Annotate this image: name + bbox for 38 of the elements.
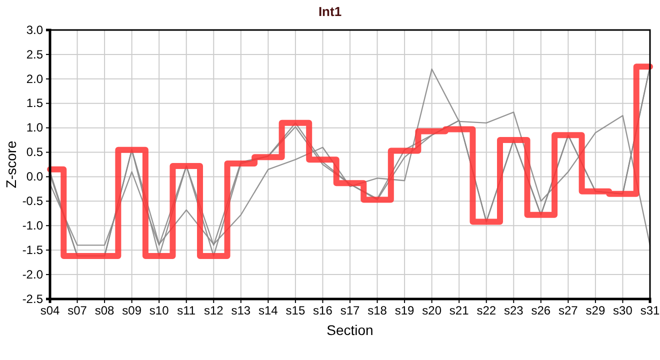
x-tick-label: s27 [558, 304, 578, 318]
x-tick-label: s11 [177, 304, 196, 318]
x-tick-label: s19 [394, 304, 415, 318]
x-tick-label: s26 [531, 304, 551, 318]
y-tick-label: -2.0 [22, 267, 44, 282]
y-tick-label: 2.0 [26, 72, 44, 86]
x-tick-label: s16 [313, 304, 333, 318]
x-tick-label: s22 [476, 304, 496, 318]
x-tick-label: s30 [613, 304, 633, 318]
y-tick-label: -1.0 [22, 218, 44, 232]
y-tick-label: -2.5 [22, 292, 44, 306]
y-tick-label: 3.0 [26, 22, 44, 37]
y-tick-label: 1.5 [26, 96, 44, 110]
x-tick-label: s18 [368, 304, 388, 318]
y-tick-label: -0.5 [22, 194, 44, 208]
x-tick-label: s15 [286, 304, 306, 318]
x-tick-label: s07 [68, 304, 88, 318]
x-axis-title: Section [326, 322, 374, 338]
y-tick-label: 1.0 [26, 120, 44, 135]
x-tick-label: s04 [40, 304, 60, 318]
y-tick-label: 0.0 [26, 170, 44, 184]
chart-title: Int1 [318, 4, 342, 19]
x-tick-label: s09 [122, 304, 142, 318]
y-axis-title: Z-score [3, 140, 19, 188]
y-tick-label: 0.5 [26, 145, 44, 160]
y-tick-label: 2.5 [26, 47, 44, 62]
y-tick-label: -1.5 [22, 242, 44, 257]
x-tick-label: s12 [204, 304, 224, 318]
x-tick-label: s17 [340, 304, 360, 318]
x-tick-label: s08 [94, 304, 115, 318]
x-tick-label: s20 [422, 304, 442, 318]
x-tick-label: s31 [640, 304, 660, 318]
x-tick-label: s14 [258, 304, 278, 318]
x-tick-label: s29 [586, 304, 606, 318]
x-tick-label: s21 [449, 304, 470, 318]
x-tick-label: s23 [504, 304, 524, 318]
x-tick-label: s10 [149, 304, 170, 318]
x-tick-label: s13 [231, 304, 251, 318]
